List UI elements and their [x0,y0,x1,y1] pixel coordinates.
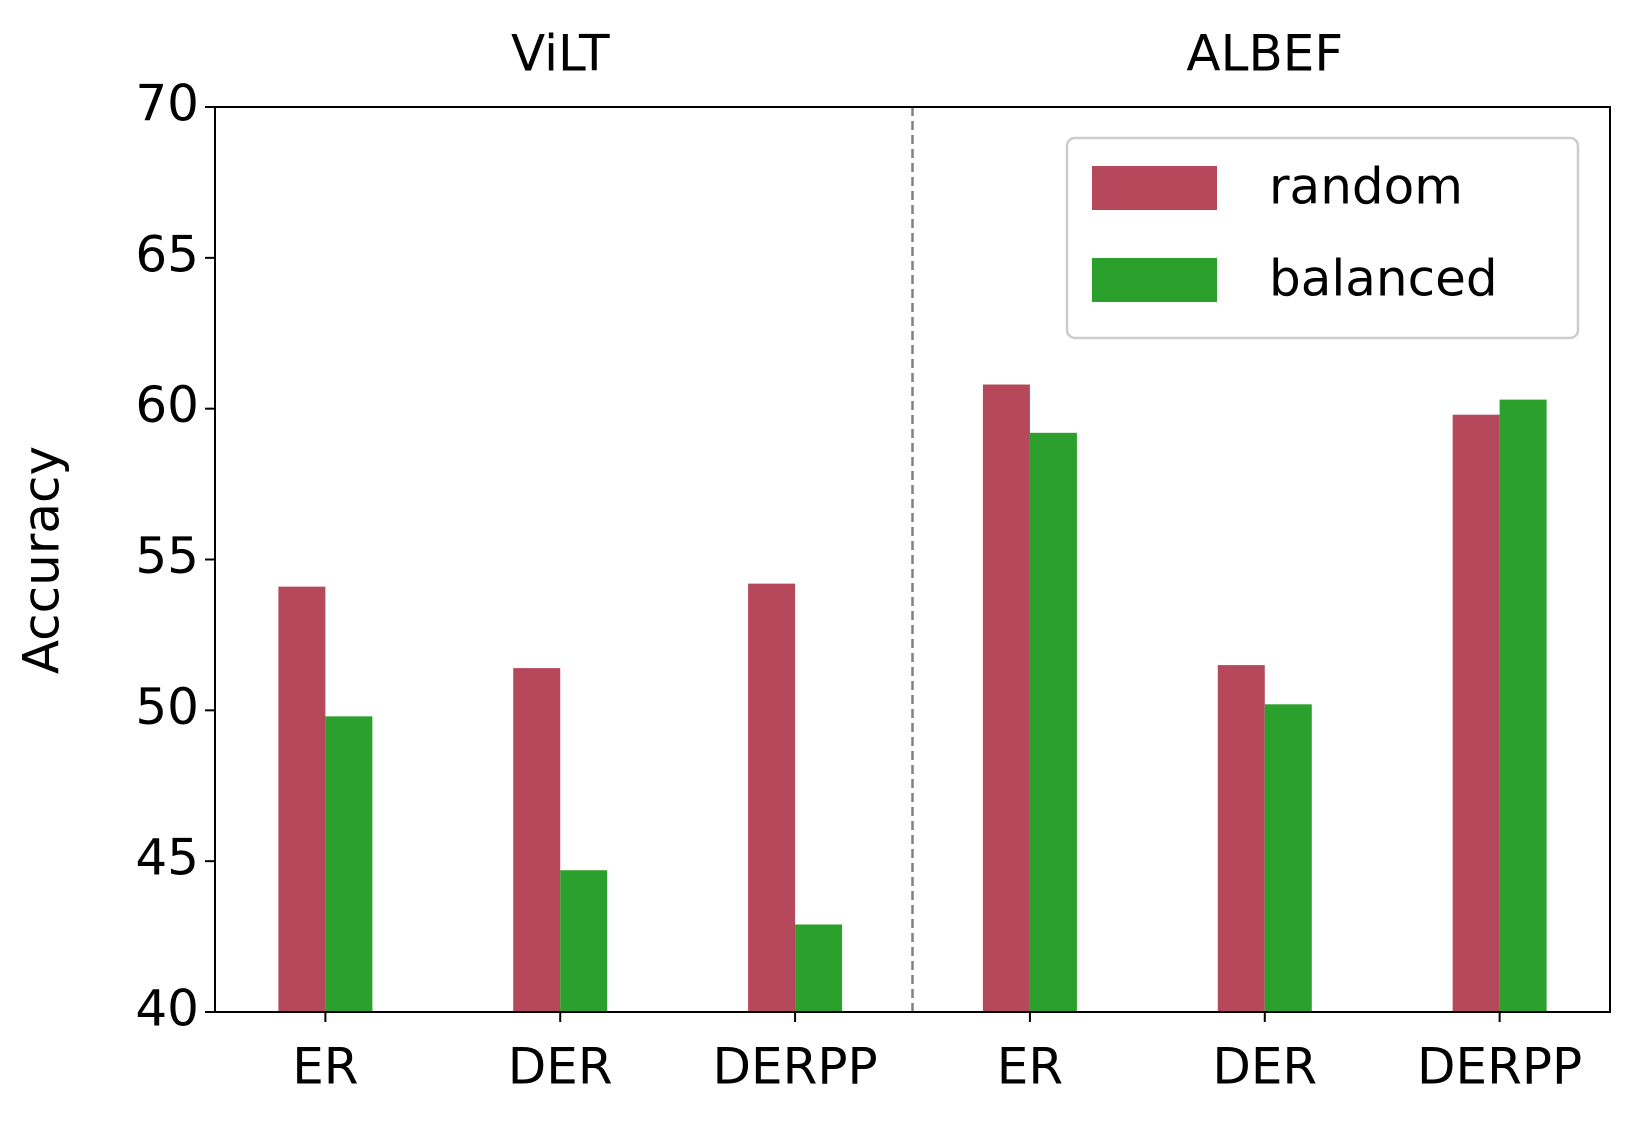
x-tick-label: DER [1212,1038,1317,1096]
y-tick-label: 65 [135,225,199,283]
legend-label: balanced [1269,250,1498,308]
bar [513,668,561,1012]
y-tick-label: 60 [135,376,199,434]
bar [748,583,796,1012]
y-tick-label: 40 [135,980,199,1038]
group-label: ALBEF [1186,25,1343,83]
bar [1217,665,1265,1012]
bar [325,716,373,1012]
group-label: ViLT [511,25,610,83]
bar [1452,414,1500,1012]
x-tick-label: DER [508,1038,613,1096]
bar [1264,704,1312,1012]
legend-label: random [1269,158,1463,216]
legend-swatch [1092,258,1217,302]
legend-swatch [1092,166,1217,210]
bar [1029,432,1077,1012]
plot-frame [214,106,1611,1013]
bar [982,384,1030,1012]
bar [795,924,843,1012]
y-tick-label: 55 [135,527,199,585]
bar [1499,399,1547,1012]
x-tick-label: ER [292,1038,358,1096]
y-axis-label: Accuracy [13,446,71,674]
bar [278,586,326,1012]
y-tick-label: 50 [135,678,199,736]
x-tick-label: DERPP [713,1038,878,1096]
y-tick-label: 70 [135,75,199,133]
x-tick-label: DERPP [1417,1038,1582,1096]
y-tick-label: 45 [135,829,199,887]
x-tick-label: ER [997,1038,1063,1096]
bar [560,870,608,1012]
